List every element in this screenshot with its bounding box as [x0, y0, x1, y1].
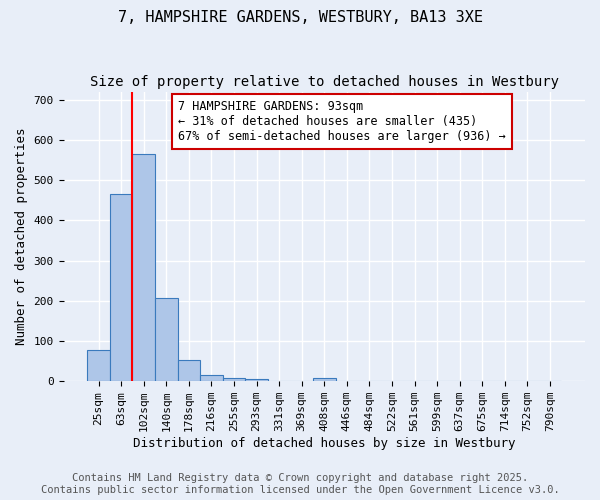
- Bar: [245, 379, 268, 381]
- Bar: [223, 378, 245, 381]
- Text: 7 HAMPSHIRE GARDENS: 93sqm
← 31% of detached houses are smaller (435)
67% of sem: 7 HAMPSHIRE GARDENS: 93sqm ← 31% of deta…: [178, 100, 506, 143]
- Text: Contains HM Land Registry data © Crown copyright and database right 2025.
Contai: Contains HM Land Registry data © Crown c…: [41, 474, 559, 495]
- Bar: [87, 350, 110, 381]
- Title: Size of property relative to detached houses in Westbury: Size of property relative to detached ho…: [90, 75, 559, 89]
- Bar: [178, 360, 200, 381]
- Bar: [133, 154, 155, 381]
- Y-axis label: Number of detached properties: Number of detached properties: [15, 128, 28, 345]
- Bar: [155, 298, 178, 381]
- Bar: [200, 375, 223, 381]
- Text: 7, HAMPSHIRE GARDENS, WESTBURY, BA13 3XE: 7, HAMPSHIRE GARDENS, WESTBURY, BA13 3XE: [118, 10, 482, 25]
- Bar: [313, 378, 335, 381]
- X-axis label: Distribution of detached houses by size in Westbury: Distribution of detached houses by size …: [133, 437, 515, 450]
- Bar: [110, 194, 133, 381]
